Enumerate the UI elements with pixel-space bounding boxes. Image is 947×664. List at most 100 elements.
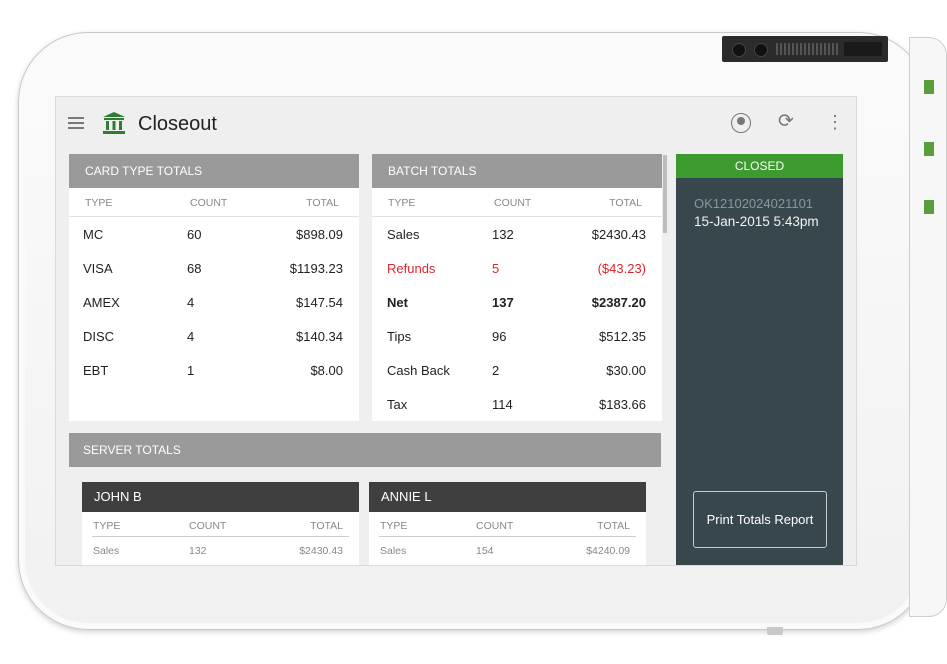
table-row: MC 60 $898.09 (69, 217, 359, 251)
table-row: DISC 4 $140.34 (69, 319, 359, 353)
row-count: 4 (187, 329, 195, 344)
print-totals-report-button[interactable]: Print Totals Report (693, 491, 827, 548)
table-row: Cash Back 2 $30.00 (372, 353, 662, 387)
row-type: Sales (93, 545, 120, 557)
scrollbar-thumb[interactable] (663, 155, 667, 233)
row-count: 1 (187, 363, 195, 378)
server-totals-area: JOHN B TYPE COUNT TOTAL Sales 132 $2430.… (69, 467, 661, 565)
row-count: 96 (492, 329, 507, 344)
server-name: JOHN B (82, 482, 359, 512)
table-row: VISA 68 $1193.23 (69, 251, 359, 285)
row-type: Sales (387, 227, 420, 242)
speaker-grille (776, 43, 838, 55)
batch-status-panel: CLOSED OK12102024021101 15-Jan-2015 5:43… (676, 154, 843, 565)
table-row: AMEX 4 $147.54 (69, 285, 359, 319)
row-count: 132 (189, 545, 207, 557)
device-port (767, 627, 783, 635)
column-type: TYPE (93, 520, 121, 532)
table-row-refunds: Refunds 5 ($43.23) (372, 251, 662, 285)
column-total: TOTAL (609, 197, 642, 209)
column-type: TYPE (380, 520, 408, 532)
row-total: ($43.23) (597, 261, 646, 276)
table-row-net: Net 137 $2387.20 (372, 285, 662, 319)
row-total: $512.35 (599, 329, 646, 344)
row-type: VISA (83, 261, 113, 276)
row-type: Tax (387, 397, 408, 412)
side-indicator-top (924, 80, 934, 94)
row-type: Sales (380, 545, 407, 557)
column-total: TOTAL (306, 197, 339, 209)
side-indicator-middle (924, 142, 934, 156)
status-badge: CLOSED (676, 154, 843, 178)
batch-id: OK12102024021101 (694, 196, 814, 211)
server-name: ANNIE L (369, 482, 646, 512)
column-total: TOTAL (597, 520, 630, 532)
account-circle-icon[interactable] (731, 113, 751, 133)
device-side-edge (909, 37, 947, 617)
table-row: EBT 1 $8.00 (69, 353, 359, 387)
camera-lens (732, 43, 746, 57)
camera-bar (722, 36, 888, 62)
page-title: Closeout (138, 113, 217, 135)
card-type-totals-header: CARD TYPE TOTALS (69, 154, 359, 188)
row-count: 68 (187, 261, 202, 276)
server-card[interactable]: ANNIE L TYPE COUNT TOTAL Sales 154 $4240… (369, 482, 646, 565)
scanner-window (844, 42, 882, 56)
row-type: EBT (83, 363, 109, 378)
row-total: $140.34 (296, 329, 343, 344)
table-row: Sales 132 $2430.43 (92, 537, 349, 559)
row-type: MC (83, 227, 104, 242)
row-count: 137 (492, 295, 514, 310)
column-count: COUNT (476, 520, 514, 532)
row-type: DISC (83, 329, 115, 344)
row-total: $30.00 (606, 363, 646, 378)
column-count: COUNT (189, 520, 227, 532)
row-type: Cash Back (387, 363, 450, 378)
column-type: TYPE (85, 197, 113, 209)
row-total: $183.66 (599, 397, 646, 412)
row-type: Net (387, 295, 408, 310)
row-count: 4 (187, 295, 195, 310)
column-count: COUNT (190, 197, 228, 209)
row-count: 154 (476, 545, 494, 557)
table-row: Sales 154 $4240.09 (379, 537, 636, 559)
side-indicator-bottom (924, 200, 934, 214)
row-type: AMEX (83, 295, 120, 310)
row-total: $1193.23 (289, 261, 343, 276)
table-row: Tax 114 $183.66 (372, 387, 662, 421)
row-count: 114 (492, 397, 513, 412)
card-type-column-headers: TYPE COUNT TOTAL (69, 188, 359, 217)
row-total: $4240.09 (586, 545, 630, 557)
row-count: 60 (187, 227, 202, 242)
row-type: Tips (387, 329, 412, 344)
column-count: COUNT (494, 197, 532, 209)
bank-icon (103, 112, 125, 134)
camera-sensor (754, 43, 768, 57)
row-total: $898.09 (296, 227, 343, 242)
server-totals-header: SERVER TOTALS (69, 433, 661, 467)
table-row: Sales 132 $2430.43 (372, 217, 662, 251)
row-total: $2387.20 (591, 295, 646, 310)
column-type: TYPE (388, 197, 416, 209)
batch-totals-header: BATCH TOTALS (372, 154, 662, 188)
row-type: Refunds (387, 261, 436, 276)
row-total: $2430.43 (591, 227, 646, 242)
row-count: 132 (492, 227, 514, 242)
app-bar: Closeout ⟳ ⋮ (56, 97, 856, 151)
row-total: $147.54 (296, 295, 343, 310)
batch-datetime: 15-Jan-2015 5:43pm (694, 214, 819, 229)
batch-totals-panel: BATCH TOTALS TYPE COUNT TOTAL Sales 132 … (372, 154, 662, 421)
server-card[interactable]: JOHN B TYPE COUNT TOTAL Sales 132 $2430.… (82, 482, 359, 565)
hamburger-menu-icon[interactable] (68, 117, 84, 129)
row-count: 5 (492, 261, 500, 276)
server-column-headers: TYPE COUNT TOTAL (379, 512, 636, 537)
column-total: TOTAL (310, 520, 343, 532)
row-total: $2430.43 (299, 545, 343, 557)
server-column-headers: TYPE COUNT TOTAL (92, 512, 349, 537)
row-count: 2 (492, 363, 500, 378)
refresh-icon[interactable]: ⟳ (778, 111, 794, 132)
table-row: Tips 96 $512.35 (372, 319, 662, 353)
batch-column-headers: TYPE COUNT TOTAL (372, 188, 662, 217)
screen: Closeout ⟳ ⋮ CARD TYPE TOTALS TYPE COUNT… (55, 96, 857, 566)
more-vert-icon[interactable]: ⋮ (826, 112, 844, 132)
